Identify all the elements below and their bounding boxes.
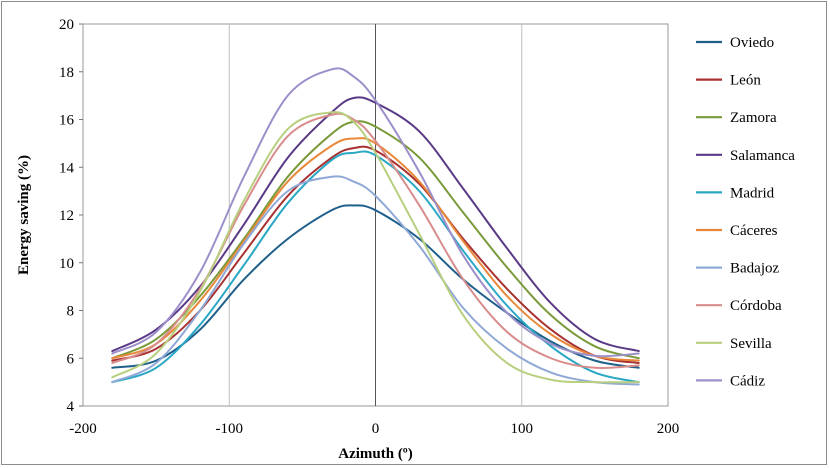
series-line-zamora xyxy=(111,120,640,360)
series-line-cadiz xyxy=(111,67,640,358)
series-group xyxy=(111,67,640,386)
legend-label-cadiz: Cádiz xyxy=(730,373,765,389)
y-tick-label: 6 xyxy=(67,351,75,367)
legend-label-leon: León xyxy=(730,73,761,89)
series-line-leon xyxy=(111,145,640,365)
series-line-badajoz xyxy=(111,175,640,386)
y-tick-label: 16 xyxy=(59,113,75,129)
legend-label-salamanca: Salamanca xyxy=(730,148,795,164)
y-tick-label: 4 xyxy=(67,399,75,415)
x-tick-label: 200 xyxy=(657,421,680,437)
legend-label-caceres: Cáceres xyxy=(730,223,778,239)
x-tick-label: -200 xyxy=(69,421,97,437)
x-axis-title: Azimuth (º) xyxy=(338,446,413,462)
legend-label-sevilla: Sevilla xyxy=(730,336,772,352)
legend-label-oviedo: Oviedo xyxy=(730,35,774,51)
y-tick-label: 12 xyxy=(59,208,74,224)
series-line-sevilla xyxy=(111,111,640,384)
y-tick-label: 18 xyxy=(59,65,74,81)
y-tick-label: 10 xyxy=(59,256,74,272)
y-tick-label: 8 xyxy=(67,304,75,320)
x-tick-label: 100 xyxy=(511,421,534,437)
axes: -200 -100 0 100 200 4 6 8 10 12 14 16 18 20 xyxy=(59,17,679,437)
x-tick-label: 0 xyxy=(372,421,380,437)
x-tick-label: -100 xyxy=(216,421,244,437)
legend-label-zamora: Zamora xyxy=(730,110,777,126)
legend: Oviedo León Zamora Salamanca Madrid Cáceres Ba… xyxy=(696,35,795,389)
legend-label-cordoba: Córdoba xyxy=(730,298,782,314)
y-axis-title: Energy saving (%) xyxy=(16,155,32,275)
legend-label-madrid: Madrid xyxy=(730,185,775,201)
y-tick-label: 20 xyxy=(59,17,74,33)
series-line-caceres xyxy=(111,137,640,362)
series-line-oviedo xyxy=(111,204,640,369)
legend-label-badajoz: Badajoz xyxy=(730,261,779,277)
y-tick-label: 14 xyxy=(59,160,75,176)
